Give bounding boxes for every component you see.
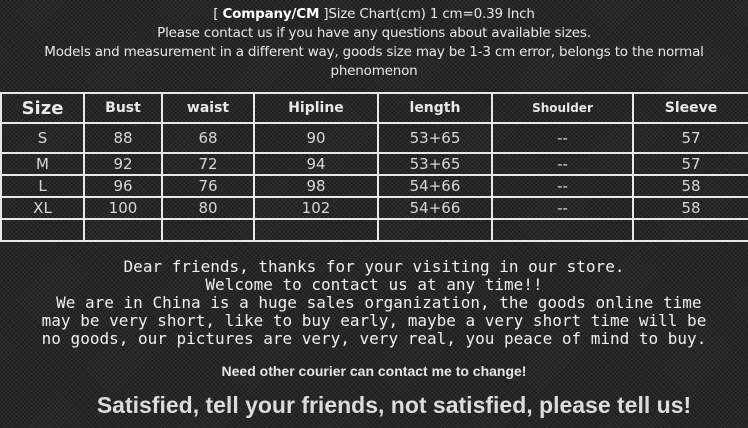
table-cell: 94 [253, 152, 379, 176]
courier-note: Need other courier can contact me to cha… [221, 363, 527, 379]
col-waist: waist [161, 92, 255, 124]
table-cell [377, 218, 493, 242]
store-message: Dear friends, thanks for your visiting i… [0, 258, 748, 348]
size-table: Size Bust waist Hipline length Shoulder … [0, 92, 748, 242]
table-cell [632, 218, 748, 242]
message-line: We are in China is a huge sales organiza… [46, 293, 702, 312]
message-line: no goods, our pictures are very, very re… [41, 329, 707, 348]
table-cell: 53+65 [377, 152, 493, 176]
table-row: S 88 68 90 53+65 -- 57 [0, 122, 748, 154]
table-cell: 57 [632, 122, 748, 154]
table-cell: -- [491, 152, 634, 176]
table-cell [0, 218, 85, 242]
table-cell: -- [491, 174, 634, 198]
bracket: [ [213, 6, 223, 22]
table-cell [161, 218, 255, 242]
table-cell: 58 [632, 196, 748, 220]
table-row: M 92 72 94 53+65 -- 57 [0, 152, 748, 176]
table-cell: M [0, 152, 85, 176]
col-sleeve: Sleeve [632, 92, 748, 124]
table-cell: 53+65 [377, 122, 493, 154]
table-cell: 92 [83, 152, 163, 176]
table-cell [83, 218, 163, 242]
table-header-row: Size Bust waist Hipline length Shoulder … [0, 92, 748, 124]
brand-name: Company/CM [222, 6, 320, 22]
col-bust: Bust [83, 92, 163, 124]
table-cell [253, 218, 379, 242]
table-cell: S [0, 122, 85, 154]
table-cell: 76 [161, 174, 255, 198]
table-cell: 54+66 [377, 196, 493, 220]
col-shoulder: Shoulder [491, 92, 634, 124]
table-cell: 102 [253, 196, 379, 220]
table-cell: 68 [161, 122, 255, 154]
table-cell: 88 [83, 122, 163, 154]
intro-line-3: Models and measurement in a different wa… [44, 44, 704, 79]
table-cell: -- [491, 122, 634, 154]
message-line: Welcome to contact us at any time!! [205, 275, 543, 294]
table-cell: 58 [632, 174, 748, 198]
table-row [0, 218, 748, 242]
message-line: Dear friends, thanks for your visiting i… [123, 257, 625, 276]
table-cell [491, 218, 634, 242]
table-cell: XL [0, 196, 85, 220]
table-cell: 100 [83, 196, 163, 220]
table-row: L 96 76 98 54+66 -- 58 [0, 174, 748, 198]
table-cell: 90 [253, 122, 379, 154]
intro-title: [ Company/CM ]Size Chart(cm) 1 cm=0.39 I… [0, 5, 748, 24]
slogan: Satisfied, tell your friends, not satisf… [96, 392, 692, 418]
table-cell: 96 [83, 174, 163, 198]
title-rest: ]Size Chart(cm) 1 cm=0.39 Inch [319, 6, 535, 22]
intro-line-2: Please contact us if you have any questi… [157, 25, 591, 41]
table-cell: L [0, 174, 85, 198]
size-chart-intro: [ Company/CM ]Size Chart(cm) 1 cm=0.39 I… [0, 5, 748, 81]
table-row: XL 100 80 102 54+66 -- 58 [0, 196, 748, 220]
table-cell: 98 [253, 174, 379, 198]
col-length: length [377, 92, 493, 124]
table-cell: 57 [632, 152, 748, 176]
table-cell: 54+66 [377, 174, 493, 198]
table-cell: 80 [161, 196, 255, 220]
message-line: may be very short, like to buy early, ma… [41, 311, 707, 330]
col-size: Size [0, 92, 85, 124]
col-hipline: Hipline [253, 92, 379, 124]
table-cell: -- [491, 196, 634, 220]
table-cell: 72 [161, 152, 255, 176]
